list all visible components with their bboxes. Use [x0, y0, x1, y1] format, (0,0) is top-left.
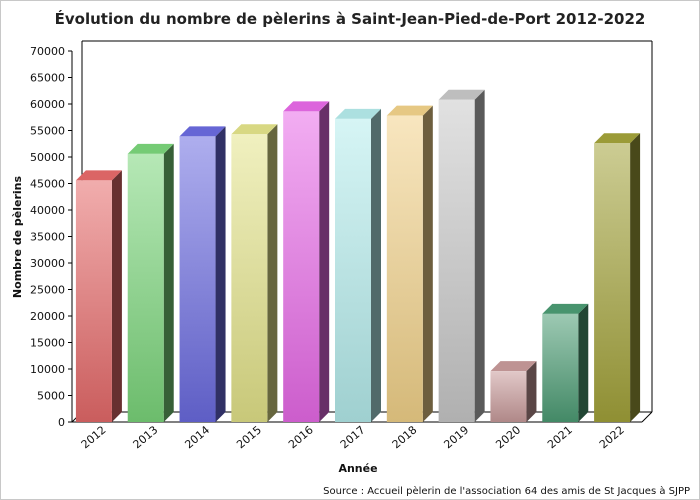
bar-2021: [542, 303, 589, 422]
bar-side: [371, 108, 381, 422]
bar-side: [319, 101, 330, 423]
bar-side: [163, 143, 174, 422]
bar-front: [127, 153, 164, 422]
y-tick-label: 10000: [30, 363, 65, 376]
x-tick-label: 2012: [79, 423, 109, 451]
x-tick-label: 2017: [338, 423, 368, 451]
bar-front: [490, 371, 527, 422]
bar-top: [283, 101, 330, 112]
y-tick-label: 65000: [30, 72, 65, 85]
y-tick-label: 20000: [30, 310, 65, 323]
bar-top: [594, 133, 641, 144]
x-tick-label: 2021: [545, 423, 575, 451]
y-axis-label: Nombre de pèlerins: [11, 175, 24, 298]
bar-side: [215, 126, 226, 422]
x-tick-label: 2014: [182, 423, 212, 451]
bar-front: [179, 136, 216, 422]
bar-side: [267, 124, 278, 423]
y-tick-label: 70000: [30, 45, 65, 58]
bar-front: [438, 99, 475, 422]
bar-2020: [490, 361, 537, 422]
y-tick-label: 45000: [30, 178, 65, 191]
y-tick-label: 50000: [30, 151, 65, 164]
bar-front: [75, 180, 112, 422]
bar-side: [422, 105, 433, 422]
bar-front: [542, 313, 579, 422]
x-tick-label: 2022: [597, 423, 627, 451]
y-tick-label: 15000: [30, 337, 65, 350]
bar-front: [386, 115, 423, 422]
bar-top: [386, 105, 433, 116]
y-tick-label: 60000: [30, 98, 65, 111]
bar-2013: [127, 143, 174, 422]
y-tick-label: 55000: [30, 125, 65, 138]
bar-2012: [75, 170, 122, 422]
bars: [75, 89, 641, 423]
x-tick-label: 2016: [286, 423, 316, 451]
floor-right-edge: [641, 411, 653, 423]
bar-2018: [386, 105, 433, 422]
x-tick-label: 2018: [390, 423, 420, 451]
bar-top: [542, 303, 589, 314]
bar-top: [438, 89, 485, 100]
y-tick-label: 5000: [37, 390, 65, 403]
bar-top: [179, 126, 226, 137]
y-tick-label: 35000: [30, 231, 65, 244]
bar-top: [490, 361, 537, 372]
chart-title: Évolution du nombre de pèlerins à Saint-…: [55, 9, 646, 28]
bar-front: [231, 134, 268, 422]
source-note: Source : Accueil pèlerin de l'associatio…: [323, 485, 690, 497]
bar-side: [111, 170, 122, 422]
x-axis-label: Année: [338, 462, 377, 475]
bar-top: [231, 124, 278, 135]
bar-front: [283, 111, 320, 423]
bar-top: [75, 170, 122, 181]
bar-top: [335, 108, 381, 119]
y-tick-label: 30000: [30, 257, 65, 270]
bar-2014: [179, 126, 226, 422]
bar-2016: [283, 101, 330, 423]
bar-2017: [335, 108, 381, 422]
x-tick-label: 2019: [441, 423, 471, 451]
bar-side: [630, 133, 641, 422]
x-tick-label: 2015: [234, 423, 264, 451]
bar-side: [474, 89, 485, 422]
bar-front: [594, 143, 631, 422]
y-tick-label: 0: [58, 416, 65, 429]
bar-2022: [594, 133, 641, 422]
bar-top: [127, 143, 174, 154]
bar-side: [578, 303, 589, 422]
x-tick-label: 2013: [131, 423, 161, 451]
bar-2015: [231, 124, 278, 423]
bar-2019: [438, 89, 485, 422]
bar-side: [526, 361, 537, 422]
bar-front: [335, 118, 371, 422]
x-tick-label: 2020: [493, 423, 523, 451]
y-tick-label: 25000: [30, 284, 65, 297]
y-tick-label: 40000: [30, 204, 65, 217]
